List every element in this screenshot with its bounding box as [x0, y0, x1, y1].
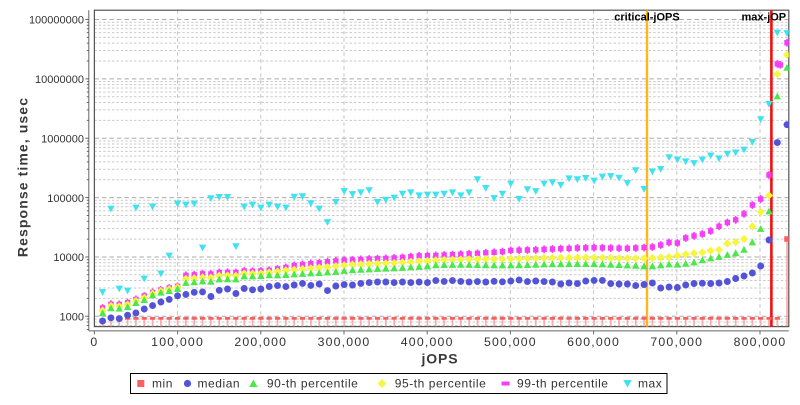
svg-text:500,000: 500,000: [484, 335, 537, 349]
svg-text:600,000: 600,000: [567, 335, 620, 349]
svg-text:100000000: 100000000: [29, 15, 84, 27]
svg-text:800,000: 800,000: [734, 335, 787, 349]
svg-text:200,000: 200,000: [234, 335, 287, 349]
svg-text:10000: 10000: [53, 252, 84, 264]
svg-text:Response time, usec: Response time, usec: [15, 97, 31, 257]
svg-text:100000: 100000: [47, 193, 84, 205]
svg-text:1000: 1000: [60, 312, 84, 324]
svg-text:90-th percentile: 90-th percentile: [267, 377, 359, 391]
svg-text:1000000: 1000000: [41, 133, 84, 145]
svg-text:99-th percentile: 99-th percentile: [517, 377, 609, 391]
svg-text:700,000: 700,000: [650, 335, 703, 349]
svg-text:0: 0: [90, 335, 98, 349]
svg-text:jOPS: jOPS: [420, 351, 458, 367]
svg-text:max: max: [638, 377, 662, 391]
svg-text:min: min: [152, 377, 173, 391]
svg-text:max-jOPS: max-jOPS: [742, 12, 794, 24]
svg-text:median: median: [198, 377, 241, 391]
svg-text:critical-jOPS: critical-jOPS: [614, 12, 679, 24]
svg-text:100,000: 100,000: [151, 335, 204, 349]
svg-text:95-th percentile: 95-th percentile: [395, 377, 487, 391]
svg-text:300,000: 300,000: [318, 335, 371, 349]
svg-text:400,000: 400,000: [401, 335, 454, 349]
svg-text:10000000: 10000000: [35, 74, 84, 86]
